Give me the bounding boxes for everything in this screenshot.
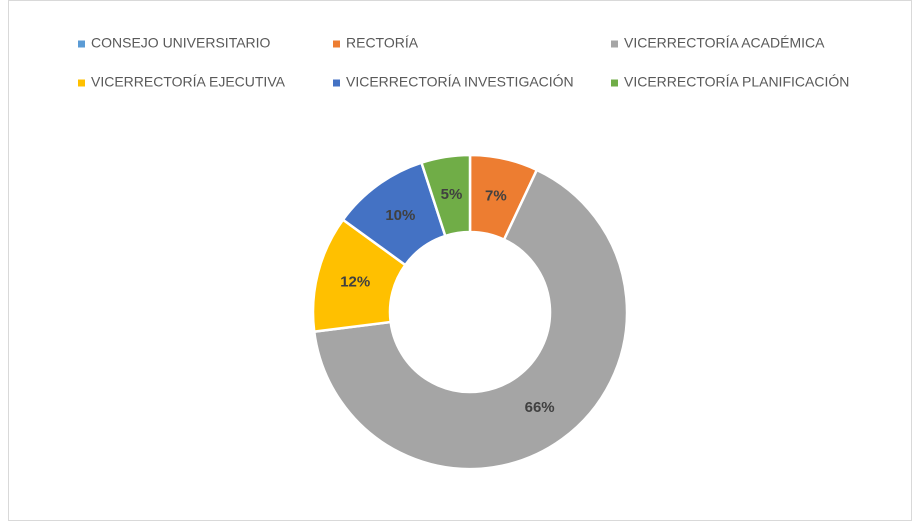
data-label: 7%	[485, 187, 507, 204]
legend-label: VICERRECTORÍA EJECUTIVA	[91, 74, 286, 90]
legend-label: CONSEJO UNIVERSITARIO	[91, 35, 271, 51]
donut-slice	[312, 168, 629, 471]
data-label: 5%	[441, 186, 463, 203]
legend-marker	[333, 79, 340, 87]
legend-label: VICERRECTORÍA PLANIFICACIÓN	[624, 74, 849, 90]
legend-label: VICERRECTORÍA INVESTIGACIÓN	[346, 74, 574, 90]
legend-label: RECTORÍA	[346, 35, 419, 51]
legend-label: VICERRECTORÍA ACADÉMICA	[624, 35, 825, 51]
legend-marker	[611, 79, 618, 87]
data-label: 10%	[385, 207, 415, 224]
data-label: 12%	[340, 273, 370, 290]
legend-marker	[78, 79, 85, 87]
legend-marker	[78, 40, 85, 48]
legend-marker	[611, 40, 618, 48]
data-label: 66%	[525, 399, 555, 416]
donut-slice	[419, 153, 472, 238]
legend-marker	[333, 40, 340, 48]
